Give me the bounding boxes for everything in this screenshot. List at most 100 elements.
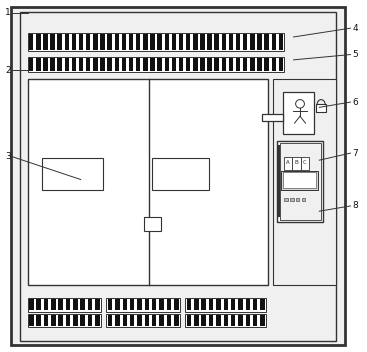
Bar bbox=[145, 315, 149, 326]
Bar bbox=[185, 314, 266, 327]
Bar bbox=[200, 58, 205, 71]
Bar bbox=[257, 58, 262, 71]
Bar bbox=[95, 299, 99, 310]
Bar bbox=[36, 34, 40, 50]
Bar bbox=[290, 198, 294, 201]
Bar bbox=[106, 298, 180, 312]
Bar bbox=[193, 34, 197, 50]
Bar bbox=[50, 34, 55, 50]
Text: C: C bbox=[303, 161, 307, 165]
Bar bbox=[100, 34, 105, 50]
Bar bbox=[28, 298, 101, 312]
Bar bbox=[216, 315, 221, 326]
Bar bbox=[143, 58, 148, 71]
Bar bbox=[66, 299, 70, 310]
Bar bbox=[136, 34, 141, 50]
Bar bbox=[80, 299, 85, 310]
Bar bbox=[86, 58, 90, 71]
Text: 3: 3 bbox=[5, 152, 11, 161]
Bar bbox=[58, 315, 63, 326]
Bar bbox=[167, 315, 171, 326]
Bar bbox=[43, 58, 48, 71]
Bar bbox=[28, 314, 101, 327]
Bar bbox=[187, 299, 191, 310]
Bar bbox=[246, 315, 250, 326]
Bar bbox=[36, 299, 41, 310]
Bar bbox=[88, 299, 92, 310]
Bar bbox=[284, 198, 288, 201]
Bar bbox=[216, 299, 221, 310]
Bar bbox=[88, 315, 92, 326]
Bar bbox=[157, 34, 162, 50]
Bar bbox=[253, 299, 257, 310]
Bar bbox=[194, 299, 199, 310]
Text: A: A bbox=[286, 161, 290, 165]
Bar bbox=[260, 315, 265, 326]
Bar bbox=[115, 58, 119, 71]
Bar bbox=[187, 315, 191, 326]
Bar bbox=[207, 58, 212, 71]
Bar bbox=[236, 58, 240, 71]
Bar bbox=[79, 58, 83, 71]
Bar bbox=[281, 171, 318, 190]
Bar bbox=[172, 34, 176, 50]
Bar bbox=[100, 58, 105, 71]
Bar bbox=[229, 58, 233, 71]
Bar bbox=[246, 299, 250, 310]
Bar bbox=[265, 58, 269, 71]
Bar bbox=[280, 143, 321, 220]
Bar bbox=[222, 58, 226, 71]
Bar bbox=[50, 58, 55, 71]
Bar bbox=[93, 34, 98, 50]
Text: B: B bbox=[295, 161, 298, 165]
Text: 2: 2 bbox=[5, 66, 11, 75]
Bar bbox=[28, 79, 268, 285]
Bar bbox=[51, 315, 55, 326]
Bar bbox=[122, 58, 126, 71]
Bar bbox=[80, 315, 85, 326]
Bar bbox=[193, 58, 197, 71]
Bar bbox=[144, 217, 161, 231]
Bar bbox=[86, 34, 90, 50]
Bar bbox=[66, 315, 70, 326]
Bar bbox=[36, 315, 41, 326]
Bar bbox=[42, 158, 103, 190]
Bar bbox=[108, 58, 112, 71]
Text: 1: 1 bbox=[5, 8, 11, 17]
Bar bbox=[200, 34, 205, 50]
Bar bbox=[262, 114, 283, 121]
Bar bbox=[65, 34, 69, 50]
Bar bbox=[137, 299, 142, 310]
Bar bbox=[296, 198, 299, 201]
Bar bbox=[36, 58, 40, 71]
Bar bbox=[79, 34, 83, 50]
Bar bbox=[201, 315, 206, 326]
Bar bbox=[130, 315, 134, 326]
Bar bbox=[150, 58, 155, 71]
Bar bbox=[129, 58, 133, 71]
Bar bbox=[257, 34, 262, 50]
Bar bbox=[29, 315, 33, 326]
Bar bbox=[159, 315, 164, 326]
Bar bbox=[137, 315, 142, 326]
Bar bbox=[157, 58, 162, 71]
Bar bbox=[174, 299, 178, 310]
Bar bbox=[214, 58, 219, 71]
Bar bbox=[316, 104, 326, 112]
Bar bbox=[167, 299, 171, 310]
Bar bbox=[231, 315, 235, 326]
Bar bbox=[172, 58, 176, 71]
Bar bbox=[250, 58, 255, 71]
Bar bbox=[224, 315, 228, 326]
Bar bbox=[194, 315, 199, 326]
Bar bbox=[250, 34, 255, 50]
Bar bbox=[72, 58, 76, 71]
Bar bbox=[279, 58, 283, 71]
Text: 8: 8 bbox=[352, 201, 358, 210]
Bar bbox=[108, 299, 112, 310]
Bar bbox=[273, 79, 336, 285]
Bar bbox=[58, 299, 63, 310]
Bar bbox=[106, 314, 180, 327]
Bar bbox=[186, 34, 190, 50]
Bar bbox=[222, 34, 226, 50]
